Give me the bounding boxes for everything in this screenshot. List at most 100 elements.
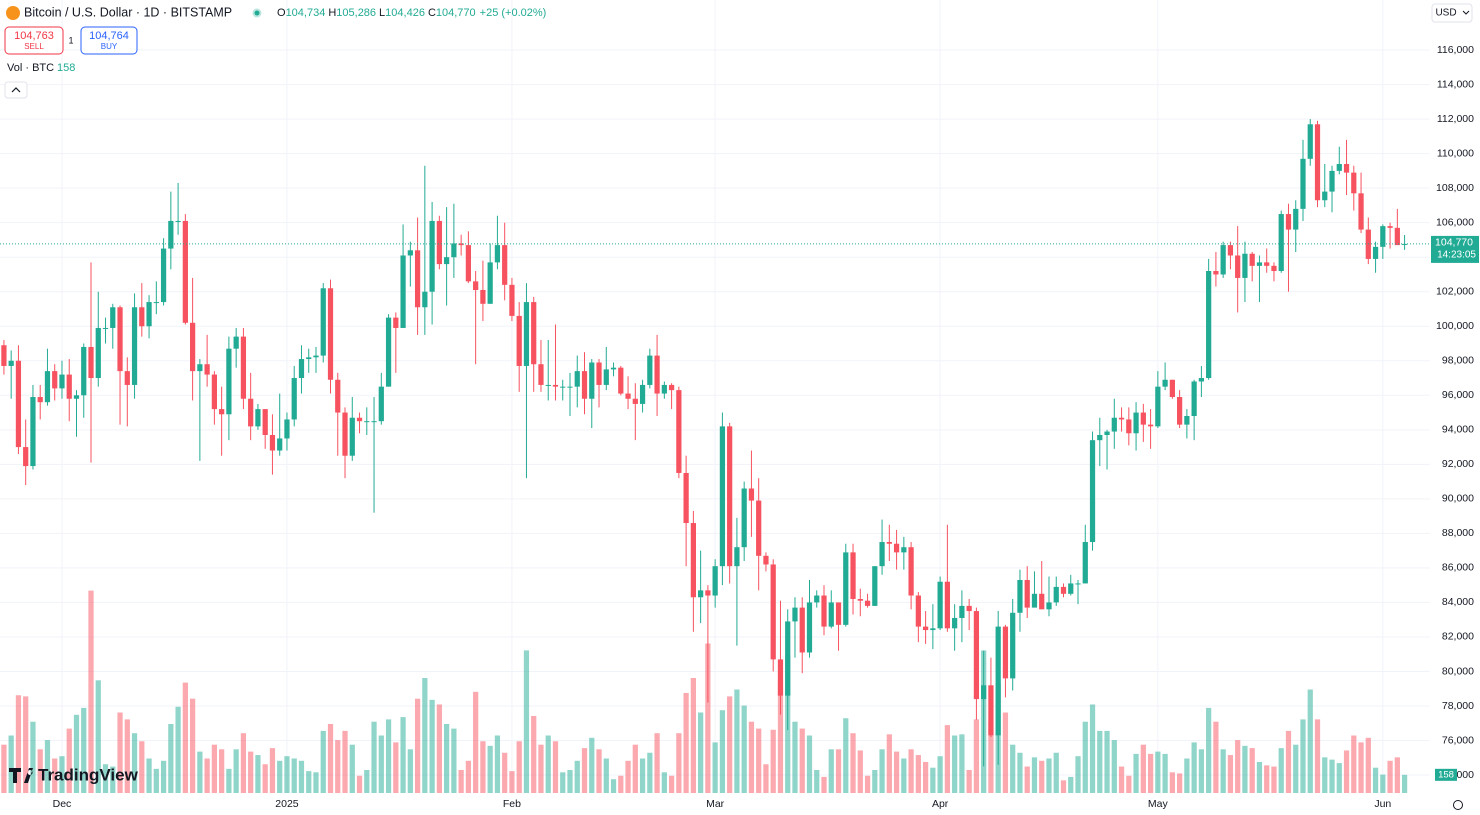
volume-bar: [1213, 721, 1219, 793]
y-tick-label: 88,000: [1442, 527, 1474, 539]
candle-body: [893, 543, 900, 553]
candle-body: [1046, 602, 1052, 610]
candle-body: [509, 284, 515, 316]
candle-body: [1256, 262, 1263, 266]
candle-body: [596, 362, 602, 385]
candles: [1, 119, 1408, 767]
legend-key: O: [277, 7, 286, 19]
candle-body: [683, 472, 689, 524]
candle-body: [1264, 262, 1270, 266]
volume-bar: [1024, 766, 1030, 793]
volume-bar: [1068, 776, 1074, 793]
volume-bar: [552, 741, 559, 793]
y-tick-label: 76,000: [1442, 734, 1474, 746]
volume-bar: [59, 756, 65, 793]
candle-body: [835, 602, 842, 625]
volume-bar: [1380, 774, 1386, 793]
x-tick-label: May: [1148, 798, 1169, 810]
candle-body: [1133, 412, 1139, 434]
candle-body: [73, 395, 80, 399]
volume-bar: [937, 756, 943, 793]
candle-body: [589, 362, 595, 399]
candle-body: [799, 607, 805, 653]
volume-bar: [959, 734, 965, 793]
candle-body: [400, 255, 406, 328]
volume-bar: [835, 749, 842, 793]
volume-bar: [1118, 766, 1125, 793]
candle-body: [1177, 397, 1183, 425]
x-tick-label: Jun: [1374, 798, 1391, 810]
candle-body: [705, 590, 711, 596]
candle-body: [661, 384, 667, 394]
candle-body: [277, 438, 283, 451]
brand-icon: [9, 768, 33, 783]
sell-label: SELL: [24, 42, 44, 51]
candle-body: [502, 245, 508, 285]
volume-bar: [1177, 773, 1183, 793]
candle-body: [843, 552, 849, 625]
volume-bar: [1256, 761, 1263, 793]
volume-bar: [385, 719, 392, 793]
volume-bar: [756, 728, 762, 793]
x-tick-label: 2025: [275, 798, 299, 810]
volume-bar: [603, 758, 609, 793]
candle-body: [1242, 253, 1248, 278]
volume-bar: [1329, 759, 1335, 793]
volume-bar: [828, 749, 834, 793]
volume-bar: [893, 751, 900, 793]
candle-body: [1068, 583, 1074, 594]
price-axis[interactable]: [1430, 0, 1480, 815]
legend-value: 104,426: [385, 7, 425, 19]
volume-bar: [973, 719, 980, 793]
candle-body: [458, 243, 464, 246]
symbol-title[interactable]: Bitcoin / U.S. Dollar · 1D · BITSTAMP: [24, 5, 232, 19]
volume-bar: [52, 758, 58, 793]
grid: [0, 0, 1430, 793]
volume-bar: [255, 755, 261, 793]
collapse-button[interactable]: [4, 81, 28, 99]
volume-bar: [901, 758, 907, 793]
legend-value: 105,286: [336, 7, 376, 19]
candle-body: [1053, 586, 1059, 603]
volume-bar: [596, 749, 602, 793]
candle-body: [487, 262, 493, 304]
candle-body: [1089, 440, 1096, 543]
volume-tag: [1435, 768, 1457, 781]
y-tick-label: 86,000: [1442, 562, 1474, 574]
candle-body: [44, 371, 51, 403]
candle-body: [414, 250, 421, 308]
candle-body: [15, 360, 22, 448]
volume-bar: [480, 741, 486, 793]
candle-body: [139, 307, 145, 327]
volume-bar: [30, 721, 36, 793]
candle-body: [741, 488, 747, 548]
volume-bar: [262, 764, 268, 793]
volume-bar: [690, 678, 696, 793]
candle-body: [1184, 416, 1190, 425]
market-status-dot[interactable]: [254, 10, 260, 16]
candle-body: [981, 685, 987, 700]
y-tick-label: 82,000: [1442, 631, 1474, 643]
volume-bar: [1314, 719, 1321, 793]
volume-bar: [73, 714, 80, 793]
buy-button[interactable]: [80, 26, 138, 55]
candle-body: [625, 393, 631, 399]
volume-bar: [1264, 765, 1270, 793]
currency-button[interactable]: [1431, 3, 1473, 23]
volume-bar: [458, 770, 464, 793]
candle-body: [1024, 579, 1030, 608]
volume-bar: [226, 768, 232, 793]
volume-bar: [1046, 758, 1052, 793]
volume-bar: [843, 718, 849, 793]
candle-body: [349, 417, 355, 456]
volume-bar: [66, 728, 72, 793]
volume-bar: [727, 696, 733, 793]
candle-body: [915, 595, 921, 627]
settings-icon[interactable]: [1453, 800, 1463, 810]
volume-bar: [88, 590, 94, 793]
volume-bar: [414, 698, 421, 793]
sell-button[interactable]: [4, 26, 64, 55]
y-tick-label: 102,000: [1436, 286, 1474, 298]
time-axis[interactable]: [0, 794, 1430, 815]
candle-body: [973, 611, 980, 700]
